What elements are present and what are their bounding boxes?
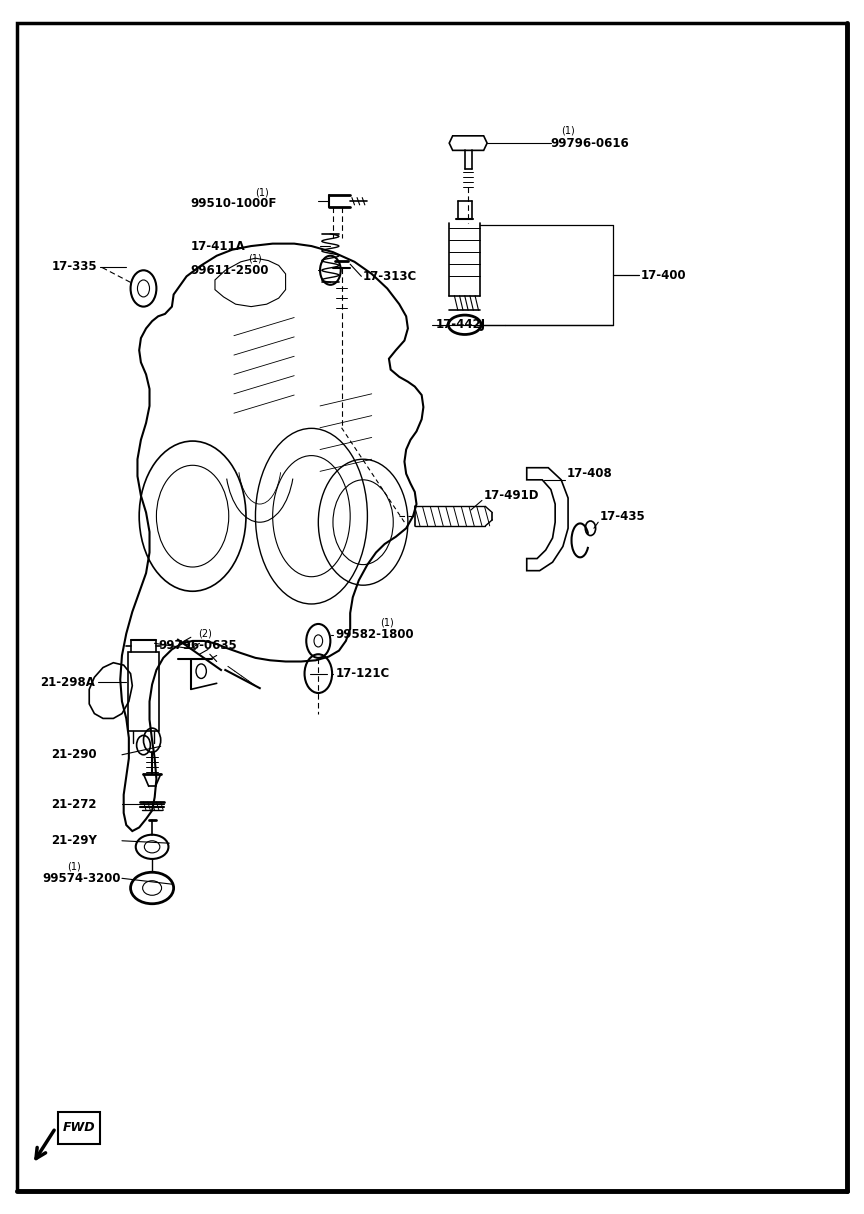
Text: (1): (1) [562, 126, 575, 136]
Text: 99796-0635: 99796-0635 [158, 640, 237, 652]
Text: 99574-3200: 99574-3200 [42, 872, 121, 885]
Text: 99582-1800: 99582-1800 [335, 629, 414, 641]
Text: (1): (1) [380, 618, 394, 628]
Text: 17-442J: 17-442J [435, 318, 486, 331]
Text: 99611-2500: 99611-2500 [191, 263, 270, 277]
Bar [128, 652, 159, 731]
Text: (1): (1) [256, 188, 270, 198]
Text: 17-411A: 17-411A [191, 239, 245, 253]
Text: 17-408: 17-408 [566, 467, 612, 481]
Text: 17-335: 17-335 [51, 260, 97, 273]
Text: 21-29Y: 21-29Y [51, 834, 98, 847]
Text: (1): (1) [248, 254, 262, 263]
Text: 17-121C: 17-121C [335, 668, 390, 680]
Text: 21-272: 21-272 [51, 798, 97, 811]
Text: FWD: FWD [62, 1122, 95, 1134]
Text: 99796-0616: 99796-0616 [551, 137, 630, 149]
Text: (1): (1) [67, 861, 80, 872]
Bar [58, 1112, 99, 1144]
Text: 21-290: 21-290 [51, 748, 97, 761]
Text: 17-491D: 17-491D [484, 489, 539, 503]
Text: 17-400: 17-400 [640, 268, 686, 282]
Text: 17-313C: 17-313C [363, 270, 417, 283]
Text: 99510-1000F: 99510-1000F [191, 197, 277, 210]
Text: 17-435: 17-435 [600, 510, 645, 523]
Polygon shape [449, 136, 487, 151]
Text: 21-298A: 21-298A [40, 676, 95, 688]
Text: (2): (2) [198, 629, 212, 639]
